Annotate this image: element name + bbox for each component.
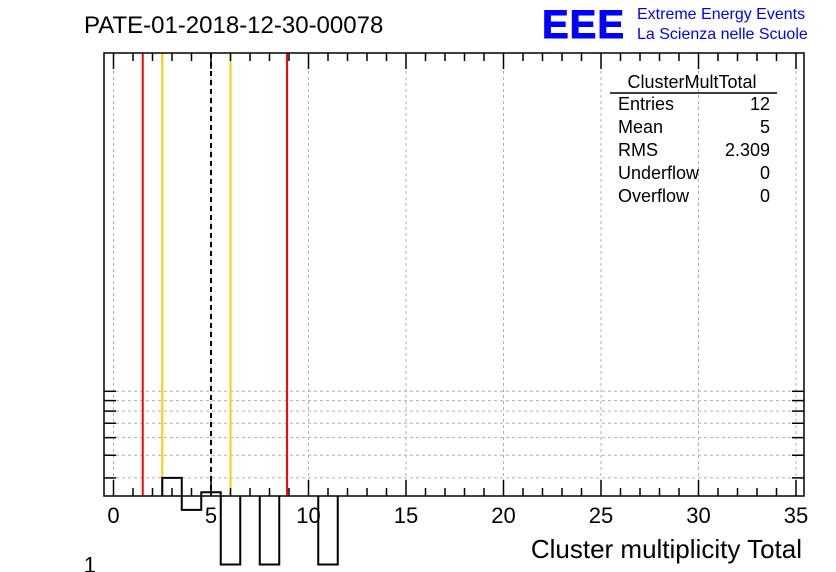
stats-row-value: 12 [750, 94, 770, 114]
x-tick-label: 5 [205, 503, 217, 528]
x-tick-label: 30 [686, 503, 710, 528]
x-tick-label: 15 [394, 503, 418, 528]
stats-row-label: Overflow [618, 186, 690, 206]
plot-frame [103, 52, 805, 497]
stats-rows: Entries 12 Mean 5 RMS 2.309 Underflow 0 Overflow… [618, 94, 770, 206]
grid-lines [104, 53, 804, 496]
y-tick-label: 1 [84, 553, 96, 572]
stats-row-label: RMS [618, 140, 658, 160]
stats-row-label: Entries [618, 94, 674, 114]
stats-row-label: Underflow [618, 163, 700, 183]
eee-logo-line1: Extreme Energy Events [637, 6, 805, 23]
x-axis-label: Cluster multiplicity Total [531, 534, 802, 564]
eee-logo-line2: La Scienza nelle Scuole [637, 26, 808, 43]
x-tick-label: 20 [491, 503, 515, 528]
run-title: PATE-01-2018-12-30-00078 [84, 12, 383, 39]
stats-row-value: 2.309 [725, 140, 770, 160]
y-axis: 1 [84, 390, 804, 572]
x-tick-label: 25 [589, 503, 613, 528]
stats-row-value: 5 [760, 117, 770, 137]
eee-logo: EEE Extreme Energy Events La Scienza nel… [542, 3, 808, 48]
stats-title: ClusterMultTotal [627, 72, 756, 92]
x-axis: 0 5 10 15 20 25 30 35 [107, 53, 808, 528]
stats-row-value: 0 [760, 186, 770, 206]
x-tick-label: 0 [107, 503, 119, 528]
stats-row-value: 0 [760, 163, 770, 183]
stats-box: ClusterMultTotal Entries 12 Mean 5 RMS 2.309 U… [610, 72, 777, 206]
x-tick-label: 35 [784, 503, 808, 528]
stats-row-label: Mean [618, 117, 663, 137]
marker-lines [141, 53, 289, 496]
eee-logo-text: EEE [542, 3, 625, 47]
histogram-outline [161, 476, 339, 566]
x-tick-label: 10 [296, 503, 320, 528]
